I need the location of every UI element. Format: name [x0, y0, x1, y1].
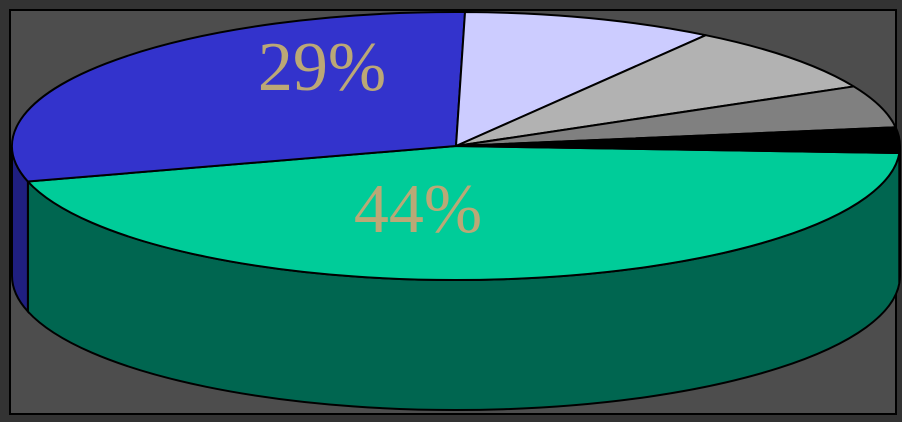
pie-slice-3: [455, 11, 707, 147]
pie-slice-4: [455, 34, 855, 147]
pie-slice-6: [455, 126, 901, 155]
pie-tops: [11, 11, 901, 281]
pie-slice-side-6: [898, 145, 901, 284]
data-label-slice-2: 29%: [258, 29, 386, 106]
pie-labels: 44% 29%: [258, 29, 482, 248]
pie-slice-1: [26, 145, 901, 281]
data-label-slice-1: 44%: [354, 171, 482, 248]
pie-slice-2: [11, 11, 467, 183]
